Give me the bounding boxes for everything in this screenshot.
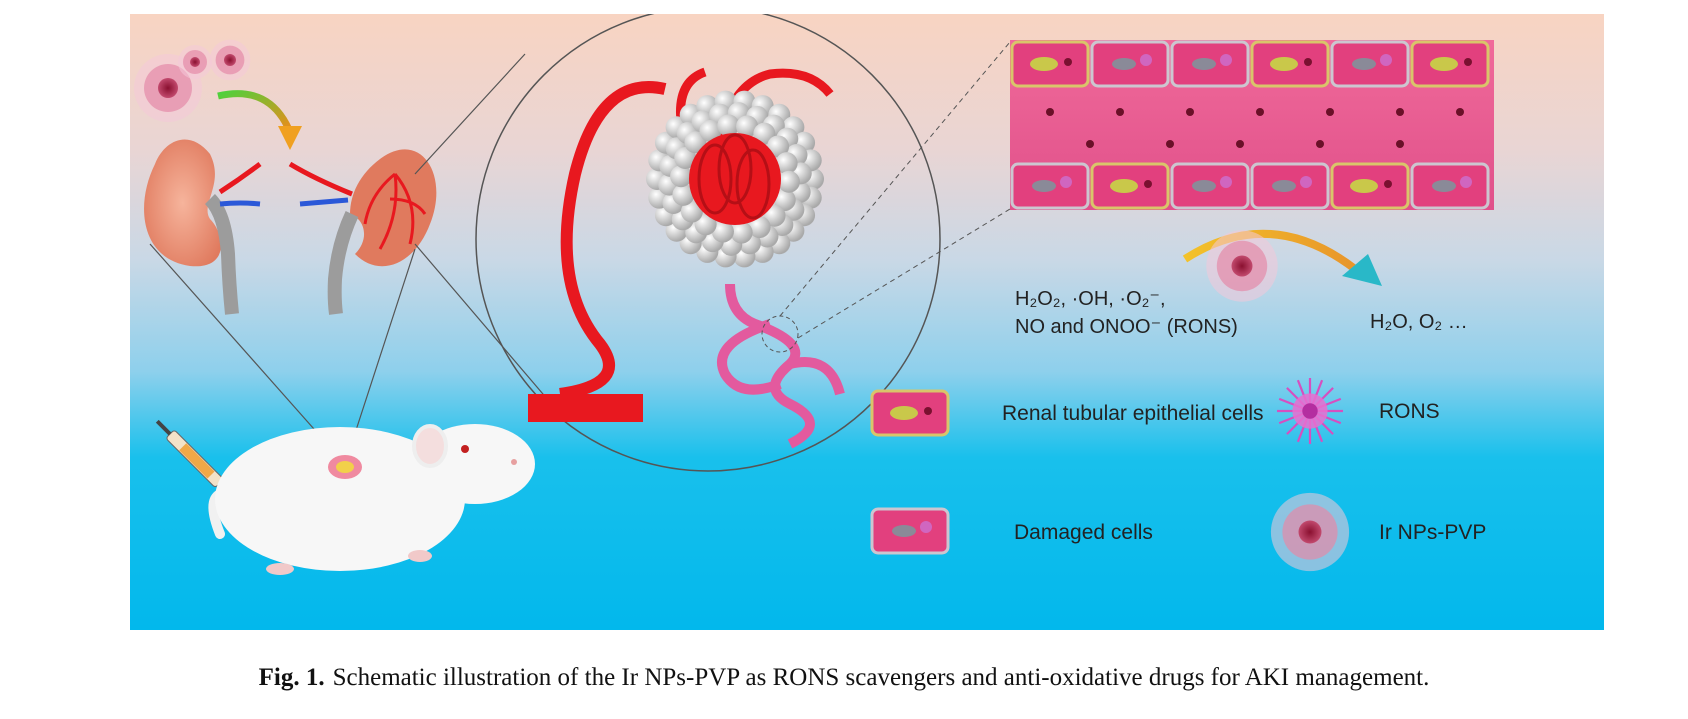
tubule-tissue-block — [1010, 40, 1494, 210]
healthy-kidney — [144, 139, 262, 315]
legend-icon-ir-nps — [1270, 492, 1350, 572]
capillary-loop — [697, 143, 733, 215]
lumen-particle — [1086, 140, 1094, 148]
podocyte-sphere — [767, 135, 790, 158]
legend-label-rons: RONS — [1379, 400, 1440, 423]
lumen-particle — [1326, 108, 1334, 116]
capillary-loop — [735, 148, 771, 220]
tubule-cell — [1250, 40, 1330, 88]
legend-icon-renal-cell — [870, 389, 950, 437]
lumen-particle — [1116, 108, 1124, 116]
reactants-line-1: H₂O₂, ·OH, ·O₂⁻, — [1015, 288, 1166, 310]
podocyte-sphere — [684, 131, 707, 154]
nanoparticles-group — [134, 39, 251, 122]
caption-text: Schematic illustration of the Ir NPs-PVP… — [332, 664, 1430, 691]
figure-panel: H₂O₂, ·OH, ·O₂⁻, NO and ONOO⁻ (RONS) H₂O… — [130, 14, 1604, 630]
zoom-line-dashed — [779, 41, 1011, 317]
capillary-tuft — [689, 133, 781, 225]
schematic-illustration — [134, 14, 1494, 575]
tubule-cell — [1330, 162, 1410, 210]
tubule-cell — [1010, 40, 1090, 88]
tubule-cell — [1090, 162, 1170, 210]
zoom-line — [149, 243, 346, 465]
podocyte-sphere — [674, 146, 697, 169]
lumen-particle — [1186, 108, 1194, 116]
injection-arrow — [217, 90, 294, 134]
podocyte-sphere — [736, 115, 759, 138]
podocyte-sphere — [775, 152, 798, 175]
podocyte-sphere — [748, 216, 771, 239]
podocyte-sphere — [670, 165, 693, 188]
podocyte-sphere — [730, 221, 753, 244]
legend-label-ir-nps: Ir NPs-PVP — [1379, 521, 1487, 544]
lumen-particle — [1396, 140, 1404, 148]
podocyte-sphere — [773, 189, 796, 212]
zoom-line — [414, 53, 526, 175]
tubule-cell — [1090, 40, 1170, 88]
tubule-cell — [1250, 162, 1330, 210]
lumen-particle — [1256, 108, 1264, 116]
legend-icon-rons — [1275, 376, 1345, 446]
lumen-particle — [1166, 140, 1174, 148]
lumen-particle — [1046, 108, 1054, 116]
lumen-particle — [1236, 140, 1244, 148]
scavenging-arrow-head — [1342, 254, 1382, 286]
products-label: H₂O, O₂ … — [1370, 311, 1468, 333]
legend-icon-damaged-cell — [870, 507, 950, 555]
figure-caption: Fig. 1. Schematic illustration of the Ir … — [0, 664, 1688, 692]
podocyte-sphere — [763, 204, 786, 227]
legend-label-renal-cells: Renal tubular epithelial cells — [1002, 402, 1264, 425]
tubule-cell — [1010, 162, 1090, 210]
injured-kidney — [288, 149, 437, 315]
scavenging-arrow — [1182, 229, 1358, 273]
tubule-cell — [1410, 162, 1490, 210]
podocyte-sphere — [672, 183, 695, 206]
tubule-cell — [1170, 162, 1250, 210]
podocyte-sphere — [711, 220, 734, 243]
ir-nanoparticle-reaction — [1206, 230, 1278, 302]
nanoparticle-small — [178, 45, 212, 79]
podocyte-sphere — [777, 170, 800, 193]
capillary-loop — [717, 133, 753, 205]
injection-arrow-head — [278, 126, 302, 150]
podocyte-sphere — [699, 119, 722, 142]
tubule-cell — [1330, 40, 1410, 88]
caption-label: Fig. 1. — [258, 664, 325, 691]
zoom-line-dashed — [797, 208, 1011, 339]
podocyte-sphere — [680, 200, 703, 223]
rat — [208, 424, 535, 575]
nanoparticle-small — [209, 39, 251, 81]
reactants-line-2: NO and ONOO⁻ (RONS) — [1015, 316, 1238, 338]
glomerulus — [646, 90, 824, 268]
tubule-cell — [1170, 40, 1250, 88]
podocyte-sphere — [717, 114, 740, 137]
lumen-particle — [1396, 108, 1404, 116]
lumen-particle — [1456, 108, 1464, 116]
lumen-particle — [1316, 140, 1324, 148]
tubule-cell — [1410, 40, 1490, 88]
legend-label-damaged-cells: Damaged cells — [1014, 521, 1153, 544]
zoom-line — [414, 243, 561, 415]
